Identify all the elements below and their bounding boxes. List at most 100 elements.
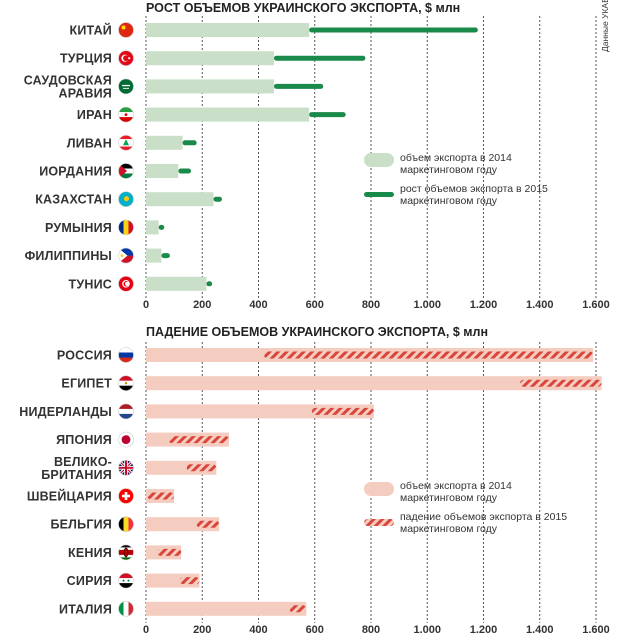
bar-2015-decline <box>168 436 229 444</box>
legend-swatch-2014-decline <box>364 482 394 496</box>
x-tick-label: 400 <box>249 624 267 636</box>
x-tick-label: 1.200 <box>470 624 498 636</box>
italy-flag-icon <box>118 601 134 617</box>
jordan-flag-icon <box>118 163 134 179</box>
category-label: КИТАЙ <box>70 23 112 38</box>
legend-swatch-decline-2015 <box>364 519 394 526</box>
category-label: ФИЛИППИНЫ <box>25 249 112 263</box>
bar-2014 <box>146 192 214 207</box>
tunisia-flag-icon <box>118 276 134 292</box>
x-tick-label: 0 <box>143 299 149 311</box>
category-label: ВЕЛИКО-БРИТАНИЯ <box>41 455 112 482</box>
bar-2015-growth <box>161 253 170 259</box>
bar-2015-decline <box>196 520 220 528</box>
bar-2014 <box>146 51 274 66</box>
saudi-arabia-flag-icon <box>118 78 134 94</box>
bar-2015-growth <box>182 140 197 146</box>
iran-flag-icon <box>118 107 134 123</box>
x-tick-label: 600 <box>306 624 324 636</box>
uk-flag-icon <box>118 460 134 476</box>
legend-label-growth-2015: рост объемов экспорта в 2015 маркетингово… <box>400 183 548 207</box>
turkey-flag-icon <box>118 50 134 66</box>
x-tick-label: 1.400 <box>526 624 554 636</box>
bar-2015-growth <box>213 196 222 202</box>
bar-2014 <box>146 135 183 150</box>
decline-bars <box>146 348 602 616</box>
bar-2014 <box>146 79 274 94</box>
category-label: ШВЕЙЦАРИЯ <box>27 489 112 504</box>
bar-2014 <box>146 23 310 37</box>
bar-2014 <box>146 601 307 616</box>
growth-categories: КИТАЙ ТУРЦИЯ САУДОВСКАЯ АРАВИЯ ИРАН ЛИВАН ИОРД… <box>24 22 134 292</box>
bar-2014 <box>146 376 602 391</box>
bar-2015-decline <box>264 351 594 359</box>
legend-label-2014: объем экспорта в 2014 маркетинговом году <box>400 152 512 176</box>
x-tick-label: 1.600 <box>582 624 610 636</box>
growth-chart-title: РОСТ ОБЪЕМОВ УКРАИНСКОГО ЭКСПОРТА, $ млн <box>146 1 460 15</box>
category-label: БЕЛЬГИЯ <box>50 518 112 532</box>
kazakhstan-flag-icon <box>118 191 134 207</box>
category-label: РУМЫНИЯ <box>45 221 112 235</box>
bar-2015-decline <box>311 407 374 415</box>
romania-flag-icon <box>118 219 134 235</box>
x-tick-label: 600 <box>306 299 324 311</box>
russia-flag-icon <box>118 347 134 363</box>
x-tick-label: 1.400 <box>526 299 554 311</box>
bar-2014 <box>146 164 179 178</box>
bar-2014 <box>146 220 159 235</box>
bar-2015-growth <box>273 83 324 89</box>
category-label: КАЗАХСТАН <box>35 193 112 207</box>
bar-2015-growth <box>273 55 366 61</box>
bar-2015-decline <box>179 577 200 585</box>
category-label: ЛИВАН <box>67 136 112 150</box>
kenya-flag-icon <box>118 544 134 560</box>
bar-2015-decline <box>186 464 217 472</box>
x-tick-label: 1.000 <box>413 624 441 636</box>
netherlands-flag-icon <box>118 403 134 419</box>
growth-x-ticks: 0 200 400 600 800 1.000 1.200 1.400 1.600 <box>143 299 610 311</box>
bar-2015-growth <box>309 112 346 118</box>
growth-bars <box>146 23 478 291</box>
bar-2014 <box>146 248 162 263</box>
decline-categories: РОССИЯ ЕГИПЕТ НИДЕРЛАНДЫ ЯПОНИЯ ВЕЛИКО-БРИТА… <box>19 347 134 617</box>
legend-label-decline-2015: падение объемов экспорта в 2015 маркетинг… <box>400 511 567 535</box>
category-label: ИРАН <box>77 108 112 122</box>
bar-2014 <box>146 107 310 122</box>
japan-flag-icon <box>118 432 134 448</box>
category-label: РОССИЯ <box>57 349 112 363</box>
bar-2015-growth <box>158 224 165 230</box>
china-flag-icon <box>118 22 134 38</box>
bar-2015-decline <box>147 492 175 500</box>
category-label: ТУРЦИЯ <box>60 52 112 66</box>
x-tick-label: 400 <box>249 299 267 311</box>
category-label: САУДОВСКАЯ АРАВИЯ <box>24 73 112 100</box>
decline-x-ticks: 0 200 400 600 800 1.000 1.200 1.400 1.600 <box>143 624 610 636</box>
bar-2015-decline <box>520 379 602 387</box>
source-note: Данные УКАБ <box>600 0 610 52</box>
decline-chart-title: ПАДЕНИЕ ОБЪЕМОВ УКРАИНСКОГО ЭКСПОРТА, $ … <box>146 325 488 339</box>
legend-swatch-growth-2015 <box>364 192 394 197</box>
category-label: ИОРДАНИЯ <box>39 165 112 179</box>
bar-2015-decline <box>157 548 182 556</box>
category-label: ЕГИПЕТ <box>61 377 112 391</box>
x-tick-label: 1.600 <box>582 299 610 311</box>
bar-2015-growth <box>309 27 478 33</box>
egypt-flag-icon <box>118 375 134 391</box>
category-label: ИТАЛИЯ <box>59 602 112 616</box>
syria-flag-icon <box>118 573 134 589</box>
category-label: СИРИЯ <box>67 574 112 588</box>
decline-legend: объем экспорта в 2014 маркетинговом году … <box>364 480 567 535</box>
x-tick-label: 200 <box>193 299 211 311</box>
bar-2015-growth <box>178 168 191 174</box>
bar-2014 <box>146 276 207 291</box>
lebanon-flag-icon <box>118 135 134 151</box>
switzerland-flag-icon <box>118 488 134 504</box>
category-label: ТУНИС <box>69 277 112 291</box>
growth-legend: объем экспорта в 2014 маркетинговом году … <box>364 152 548 207</box>
x-tick-label: 1.000 <box>413 299 441 311</box>
bar-2015-growth <box>206 281 213 287</box>
category-label: КЕНИЯ <box>68 546 112 560</box>
category-label: ЯПОНИЯ <box>56 433 112 447</box>
legend-label-2014-decline: объем экспорта в 2014 маркетинговом году <box>400 480 512 504</box>
